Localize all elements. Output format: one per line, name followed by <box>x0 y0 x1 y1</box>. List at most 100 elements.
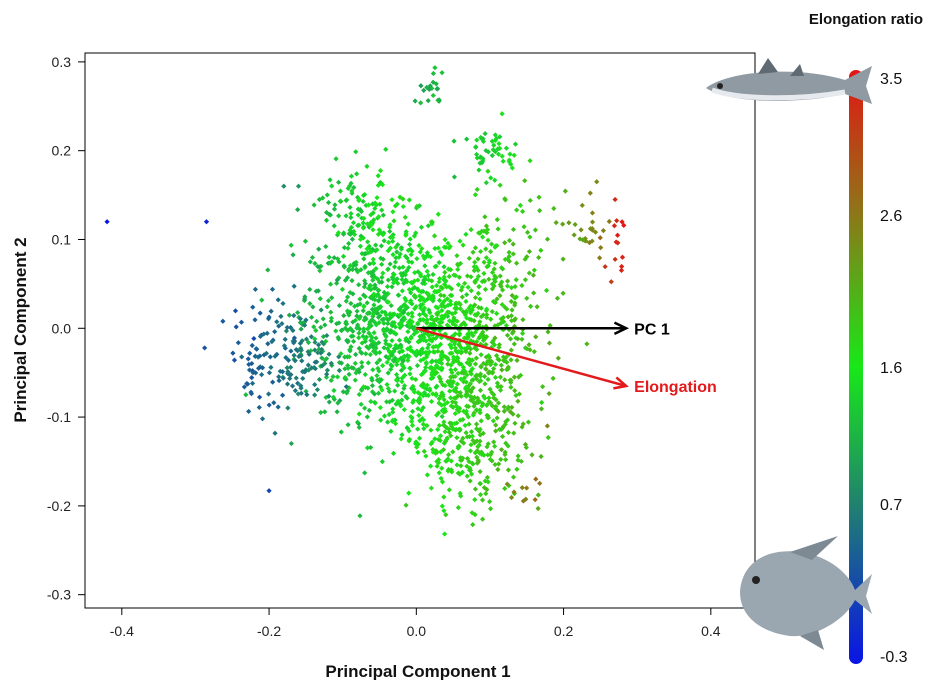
scatter-point <box>380 232 386 238</box>
scatter-point <box>395 357 401 363</box>
scatter-point <box>460 370 467 376</box>
scatter-point <box>477 426 483 432</box>
scatter-point <box>361 328 367 335</box>
scatter-point <box>462 322 468 328</box>
scatter-point <box>387 311 393 317</box>
scatter-point <box>499 111 505 117</box>
scatter-point <box>436 400 442 406</box>
scatter-point <box>308 334 314 340</box>
scatter-point <box>358 267 364 273</box>
scatter-point <box>408 252 414 258</box>
scatter-point <box>235 340 241 346</box>
scatter-point <box>320 195 326 201</box>
scatter-point <box>356 222 362 228</box>
scatter-point <box>452 400 459 406</box>
scatter-point <box>383 338 389 344</box>
scatter-point <box>519 424 525 430</box>
scatter-point <box>248 389 254 395</box>
scatter-point <box>482 286 489 292</box>
scatter-point <box>399 348 405 354</box>
scatter-point <box>487 386 493 392</box>
scatter-point <box>346 240 352 247</box>
scatter-point <box>416 412 422 419</box>
scatter-point <box>420 417 427 423</box>
scatter-point <box>502 377 508 383</box>
scatter-point <box>385 299 392 305</box>
scatter-point <box>394 201 400 207</box>
scatter-point <box>452 366 458 373</box>
scatter-point <box>390 252 396 258</box>
scatter-point <box>447 342 453 348</box>
scatter-point <box>455 266 461 273</box>
scatter-point <box>379 182 386 188</box>
scatter-point <box>396 337 403 343</box>
scatter-point <box>529 452 535 458</box>
scatter-point <box>312 347 318 353</box>
scatter-point <box>481 484 487 491</box>
scatter-point <box>400 203 406 210</box>
scatter-point <box>321 341 327 347</box>
scatter-point <box>404 279 410 285</box>
y-tick-label: -0.1 <box>47 409 71 425</box>
scatter-point <box>489 390 495 396</box>
scatter-point <box>457 490 463 496</box>
scatter-point <box>429 365 435 371</box>
y-tick-label: 0.3 <box>52 54 72 70</box>
scatter-point <box>361 256 367 262</box>
scatter-point <box>464 292 470 298</box>
scatter-point <box>385 320 391 327</box>
scatter-point <box>433 358 439 364</box>
scatter-point <box>455 370 461 376</box>
scatter-point <box>484 264 490 270</box>
scatter-point <box>491 276 497 283</box>
scatter-point <box>312 359 318 365</box>
scatter-point <box>255 354 261 360</box>
scatter-point <box>399 276 405 283</box>
scatter-point <box>433 450 439 456</box>
scatter-point <box>444 435 450 441</box>
scatter-point <box>443 278 449 284</box>
scatter-point <box>619 254 626 260</box>
scatter-point <box>388 327 394 334</box>
scatter-point <box>407 241 413 248</box>
scatter-point <box>398 355 404 361</box>
scatter-point <box>492 361 499 368</box>
scatter-point <box>432 436 438 442</box>
scatter-point <box>449 369 455 376</box>
scatter-point <box>498 456 504 463</box>
scatter-point <box>477 438 483 444</box>
scatter-point <box>257 353 263 359</box>
scatter-point <box>311 365 317 371</box>
scatter-point <box>495 400 502 406</box>
scatter-point <box>356 330 362 336</box>
scatter-point <box>392 421 399 427</box>
scatter-point <box>349 188 355 194</box>
scatter-point <box>514 207 520 213</box>
scatter-point <box>295 380 301 386</box>
scatter-point <box>392 203 399 209</box>
scatter-point <box>325 199 332 206</box>
scatter-point <box>437 249 444 255</box>
scatter-point <box>373 266 379 272</box>
scatter-point <box>518 458 524 464</box>
scatter-point <box>379 279 385 285</box>
scatter-point <box>474 186 480 193</box>
scatter-point <box>403 277 409 283</box>
scatter-point <box>436 97 442 103</box>
scatter-point <box>511 489 517 495</box>
scatter-point <box>370 227 376 233</box>
scatter-point <box>341 263 347 269</box>
scatter-point <box>512 388 518 394</box>
scatter-point <box>354 325 360 331</box>
scatter-point <box>369 383 376 389</box>
scatter-point <box>336 367 342 374</box>
scatter-point <box>472 192 479 198</box>
scatter-point <box>334 409 340 415</box>
scatter-point <box>347 347 353 353</box>
scatter-point <box>421 384 427 390</box>
scatter-point <box>360 198 366 205</box>
scatter-point <box>477 481 484 487</box>
scatter-point <box>393 377 400 383</box>
scatter-point <box>322 322 328 328</box>
scatter-point <box>399 397 405 403</box>
